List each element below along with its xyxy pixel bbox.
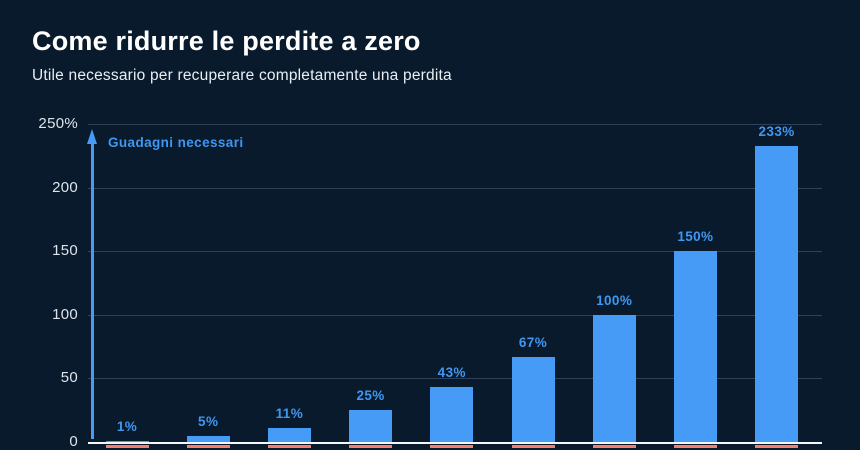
y-tick-label: 250% (38, 115, 78, 132)
y-tick-label: 100 (52, 305, 78, 323)
y-tick-label: 150 (52, 242, 78, 260)
loss-strip (186, 445, 230, 448)
gridline (88, 251, 822, 253)
chart-subtitle: Utile necessario per recuperare completa… (32, 67, 452, 84)
loss-strip (349, 445, 393, 448)
loss-strip (430, 445, 474, 448)
bar-value-label: 25% (356, 388, 385, 404)
bar (673, 251, 717, 442)
arrow-up-icon (86, 129, 97, 144)
bar (267, 428, 311, 442)
chart-header: Come ridurre le perdite a zero Utile nec… (32, 26, 452, 85)
bar (186, 435, 230, 442)
loss-strip (755, 445, 799, 448)
bar-value-label: 67% (518, 334, 548, 350)
y-tick-label: 0 (69, 433, 78, 450)
y-tick-label: 50 (60, 369, 78, 387)
loss-strip (105, 445, 149, 448)
bar (755, 145, 799, 442)
annotation-label: Guadagni necessari (108, 135, 244, 150)
chart-title: Come ridurre le perdite a zero (32, 26, 421, 56)
loss-strip (673, 445, 717, 448)
loss-strip (592, 445, 636, 448)
bar-value-label: 100% (596, 292, 633, 308)
gridline (88, 124, 822, 125)
arrow-up-line (90, 142, 94, 439)
loss-strips (88, 445, 822, 448)
loss-strip (511, 445, 555, 448)
bar-value-label: 11% (275, 406, 304, 422)
bar (105, 440, 149, 442)
gridline (88, 314, 822, 316)
bar (349, 410, 393, 442)
y-tick-label: 200 (52, 178, 78, 196)
bar-value-label: 150% (677, 229, 714, 245)
gridline (88, 378, 822, 380)
bar (511, 356, 555, 442)
x-axis-zero-line (88, 442, 822, 444)
bar-value-label: 5% (198, 413, 219, 429)
plot-area: 1% 5% 11% 25% 43% 67% 100% 150% 233% Guadagni ne… (86, 123, 822, 442)
bar-value-label: 1% (116, 418, 138, 434)
bar-value-label: 233% (758, 123, 795, 139)
gridline (88, 187, 822, 189)
bar (592, 314, 636, 442)
loss-strip (267, 445, 311, 448)
bar-value-label: 43% (437, 365, 466, 381)
bar (430, 387, 474, 442)
